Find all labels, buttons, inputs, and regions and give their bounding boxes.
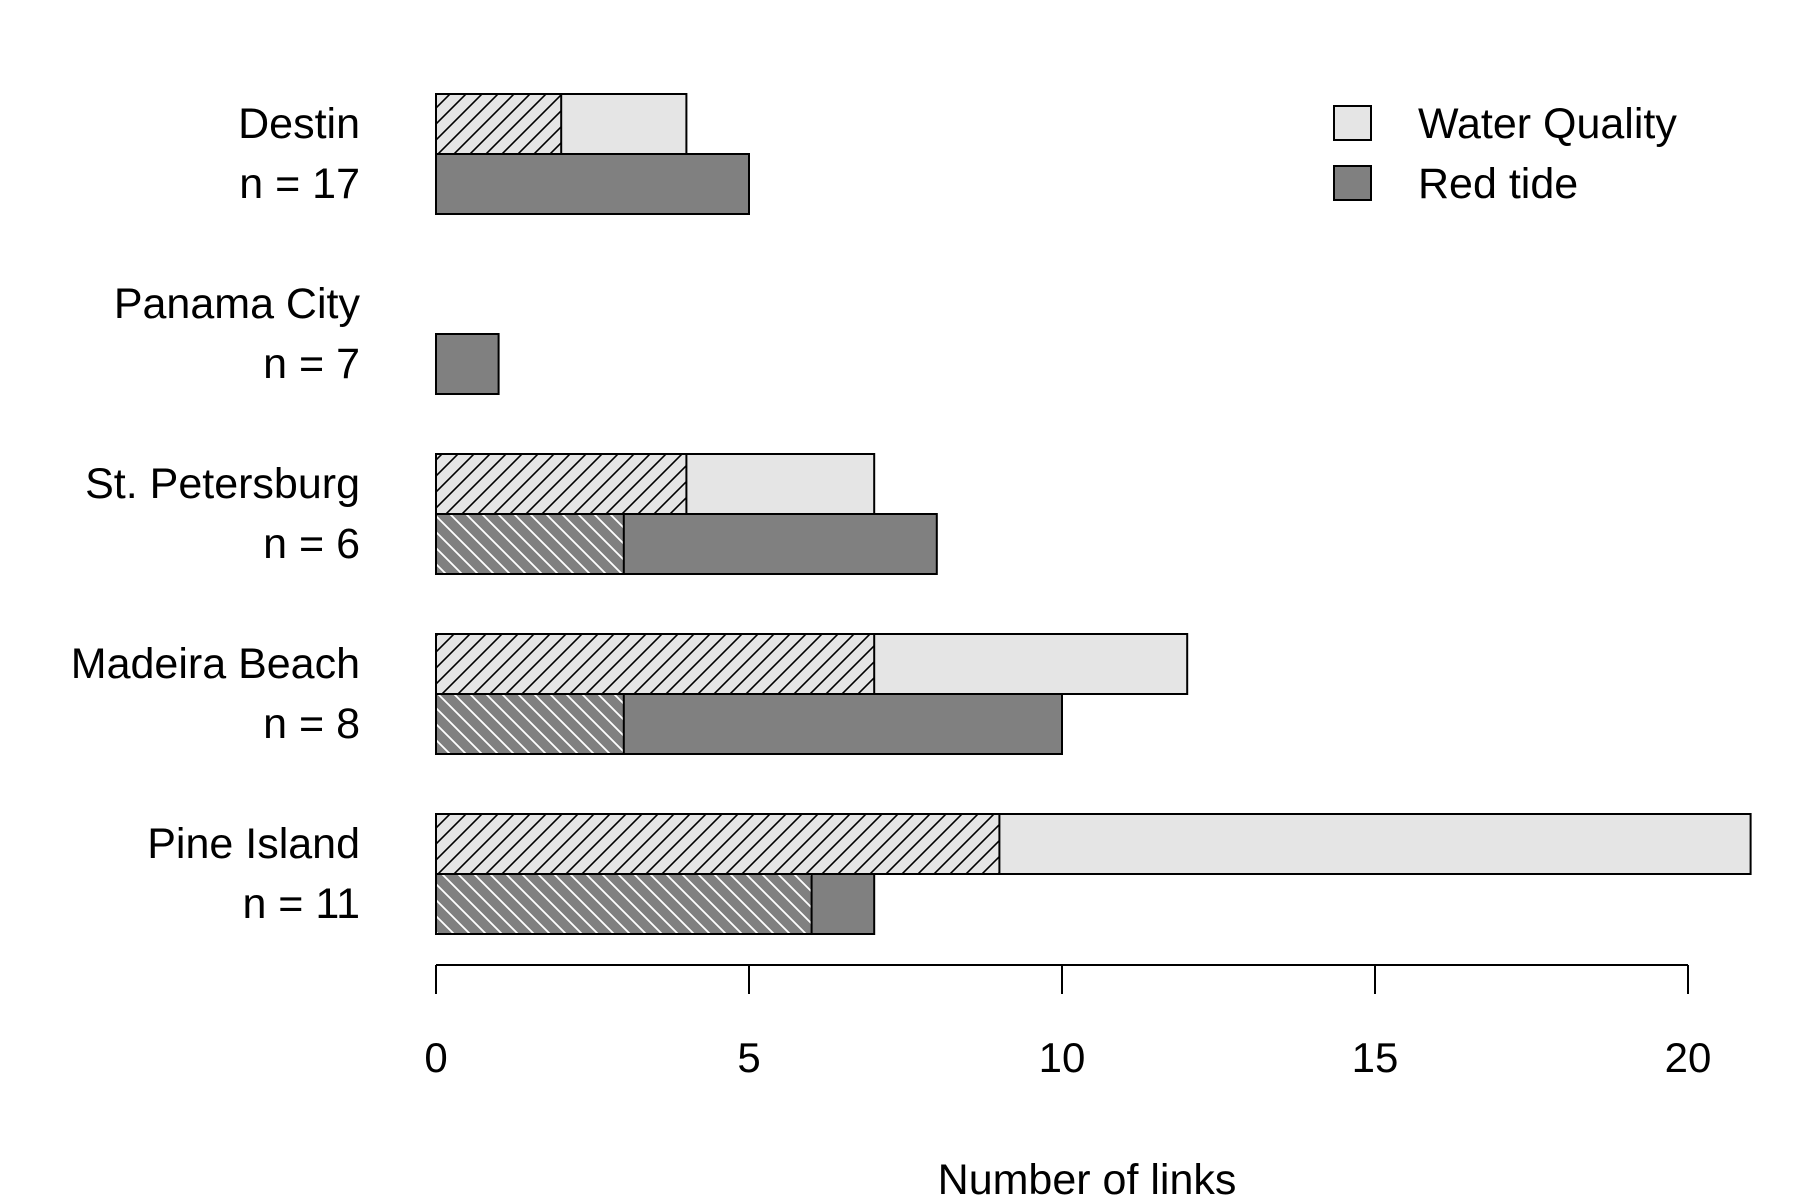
legend-swatch xyxy=(1333,105,1372,141)
category-n-label: n = 7 xyxy=(263,340,360,388)
category-n-label: n = 6 xyxy=(263,520,360,568)
category-n-label: n = 8 xyxy=(263,700,360,748)
category-n-label: n = 17 xyxy=(239,160,360,208)
x-tick-label: 5 xyxy=(737,1034,760,1081)
bars-layer xyxy=(435,93,1752,935)
legend-label: Water Quality xyxy=(1418,100,1677,148)
bar-hatched-segment xyxy=(435,813,1001,875)
bar-hatched-segment xyxy=(435,693,625,755)
bar-hatched-segment xyxy=(435,513,625,575)
bar-hatched-segment xyxy=(435,93,563,155)
bar-red-tide xyxy=(435,333,500,395)
legend-swatch xyxy=(1333,165,1372,201)
bar-red-tide xyxy=(435,153,750,215)
category-label: Destin xyxy=(238,100,360,148)
category-label: Panama City xyxy=(114,280,361,328)
x-tick-label: 10 xyxy=(1039,1034,1086,1081)
category-labels: Destin n = 17 Panama City n = 7 St. Petersbu… xyxy=(71,100,361,928)
bar-hatched-segment xyxy=(435,633,876,695)
legend-label: Red tide xyxy=(1418,160,1578,208)
x-tick-label: 20 xyxy=(1665,1034,1712,1081)
x-tick-label: 15 xyxy=(1352,1034,1399,1081)
bar-hatched-segment xyxy=(435,873,813,935)
x-tick-label: 0 xyxy=(424,1034,447,1081)
category-n-label: n = 11 xyxy=(242,880,360,928)
category-label: Pine Island xyxy=(147,820,360,868)
x-axis-title: Number of links xyxy=(938,1156,1237,1200)
x-axis: 0 5 10 15 20 xyxy=(424,964,1712,1081)
category-label: St. Petersburg xyxy=(85,460,360,508)
legend: Water Quality Red tide xyxy=(1333,100,1677,208)
category-label: Madeira Beach xyxy=(71,640,360,688)
bar-hatched-segment xyxy=(435,453,688,515)
